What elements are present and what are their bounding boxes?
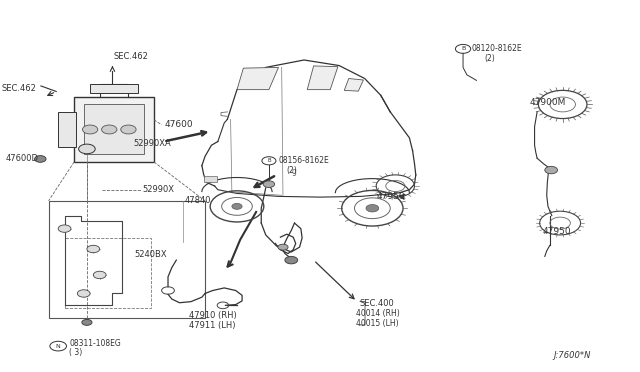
Text: SEC.462: SEC.462 <box>114 52 148 61</box>
Polygon shape <box>344 78 364 91</box>
Bar <box>65 238 150 308</box>
Text: 08311-108EG: 08311-108EG <box>69 339 121 348</box>
Polygon shape <box>237 67 278 90</box>
Text: 08120-8162E: 08120-8162E <box>472 44 523 53</box>
Circle shape <box>58 225 71 232</box>
Circle shape <box>232 203 242 209</box>
Bar <box>204 176 216 182</box>
Bar <box>58 112 76 147</box>
Circle shape <box>102 125 117 134</box>
Text: (2): (2) <box>287 166 298 174</box>
Text: SEC.462: SEC.462 <box>2 84 37 93</box>
Text: 47900M: 47900M <box>529 98 566 107</box>
Text: 40014 (RH): 40014 (RH) <box>356 309 400 318</box>
Polygon shape <box>307 66 338 90</box>
Circle shape <box>93 271 106 279</box>
Text: 47911 (LH): 47911 (LH) <box>189 321 236 330</box>
Text: 47910 (RH): 47910 (RH) <box>189 311 237 320</box>
Circle shape <box>366 205 379 212</box>
Bar <box>49 201 205 318</box>
Text: SEC.400: SEC.400 <box>360 299 394 308</box>
Text: (2): (2) <box>484 54 495 62</box>
Circle shape <box>79 144 95 154</box>
Circle shape <box>285 256 298 264</box>
Text: 47950: 47950 <box>542 227 571 236</box>
Text: 52990XA: 52990XA <box>134 139 172 148</box>
Text: N: N <box>56 344 61 349</box>
Circle shape <box>263 181 275 187</box>
Text: 47840: 47840 <box>184 196 211 205</box>
Text: 40015 (LH): 40015 (LH) <box>356 319 399 328</box>
Text: ( 3): ( 3) <box>69 348 83 357</box>
Text: 52990X: 52990X <box>143 185 175 194</box>
Circle shape <box>83 125 98 134</box>
Circle shape <box>77 290 90 297</box>
Text: 47950: 47950 <box>376 192 405 201</box>
Circle shape <box>278 244 288 250</box>
Text: 47600: 47600 <box>164 121 193 129</box>
Text: B: B <box>461 46 465 51</box>
Bar <box>90 84 138 93</box>
Text: J:7600*N: J:7600*N <box>554 351 591 360</box>
Circle shape <box>121 125 136 134</box>
Text: 47600D: 47600D <box>6 154 39 163</box>
Circle shape <box>35 155 46 162</box>
Circle shape <box>82 320 92 326</box>
Bar <box>84 105 145 154</box>
Circle shape <box>87 245 100 253</box>
Circle shape <box>545 166 557 174</box>
Text: 08156-8162E: 08156-8162E <box>278 156 329 165</box>
Text: 5240BX: 5240BX <box>135 250 168 259</box>
Text: g: g <box>292 167 297 176</box>
Text: B: B <box>267 158 271 163</box>
Bar <box>74 97 154 162</box>
